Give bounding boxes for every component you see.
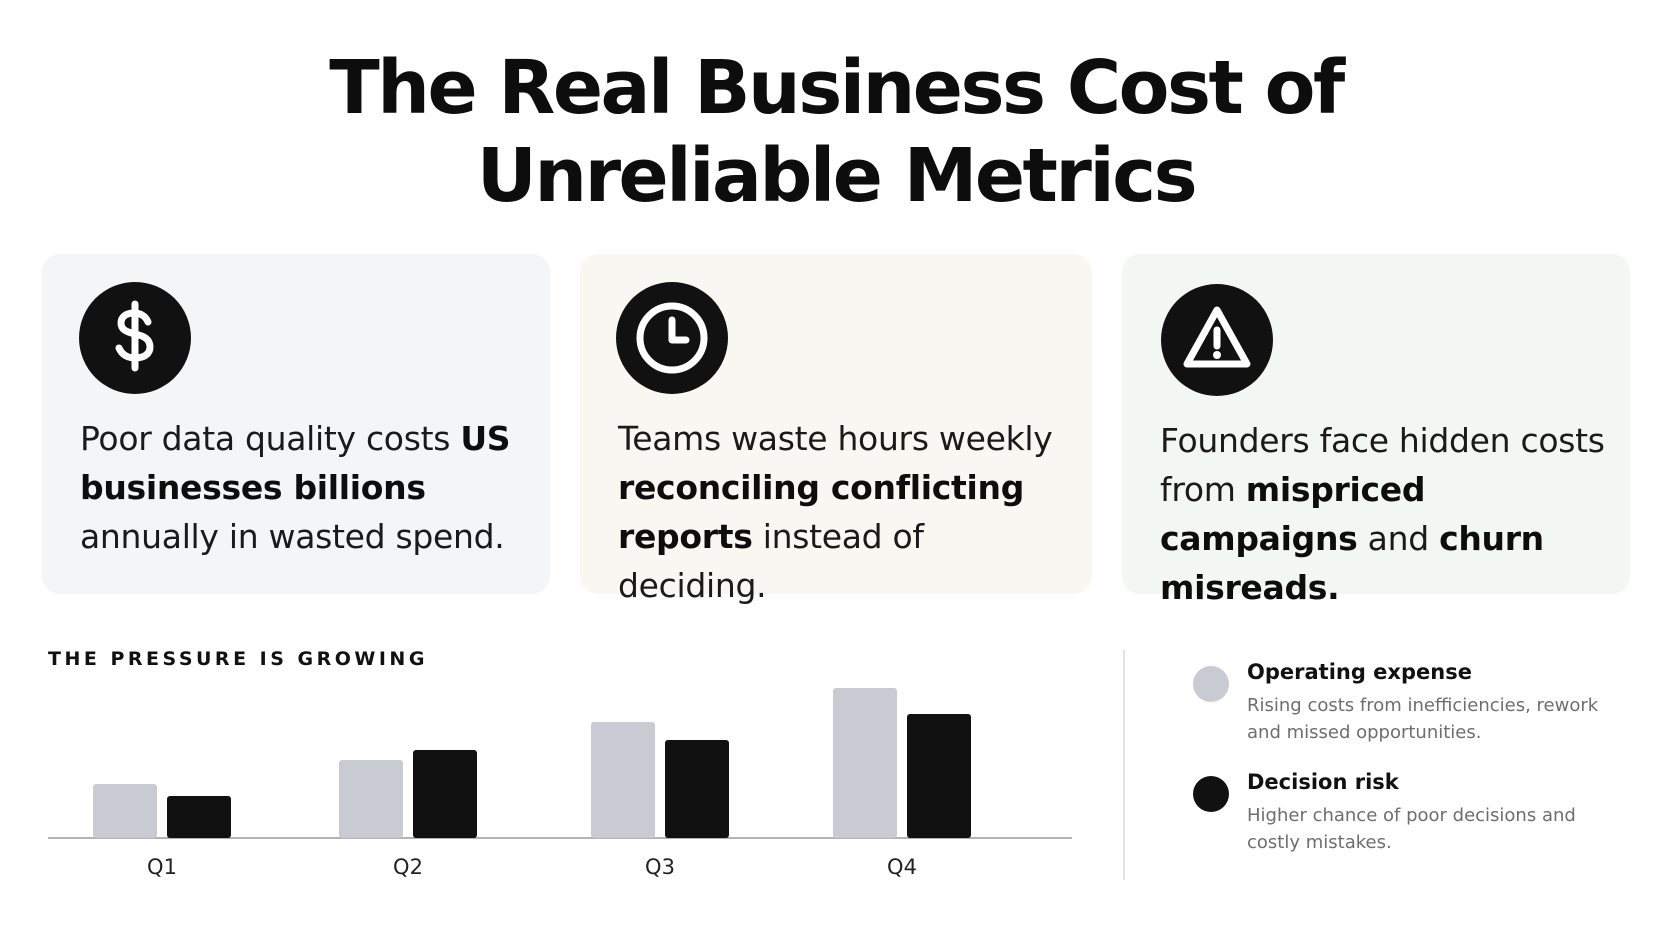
title-line-1: The Real Business Cost of	[329, 45, 1345, 131]
bar-q1-operating-expense	[93, 784, 157, 838]
warning-icon	[1161, 284, 1273, 396]
bar-q3-decision-risk	[665, 740, 729, 838]
bar-q1-decision-risk	[167, 796, 231, 838]
bar-chart: Q1 Q2 Q3 Q4	[48, 688, 1072, 879]
x-tick-label: Q2	[393, 855, 423, 879]
legend-name: Operating expense	[1247, 660, 1472, 684]
card-risk-text: Founders face hidden costs from misprice…	[1160, 421, 1605, 607]
dollar-icon	[79, 282, 191, 394]
legend-swatch-decision-risk	[1193, 776, 1229, 812]
legend-divider	[1123, 650, 1125, 880]
card-cost-text: Poor data quality costs US businesses bi…	[80, 419, 511, 556]
legend-description: Rising costs from inefficiencies, rework…	[1247, 695, 1599, 743]
legend-description: Higher chance of poor decisions and cost…	[1247, 805, 1576, 853]
card-time-text: Teams waste hours weekly reconciling con…	[618, 419, 1053, 605]
bar-q4-decision-risk	[907, 714, 971, 838]
stat-card-risk: Founders face hidden costs from misprice…	[1122, 254, 1630, 607]
stat-card-cost: Poor data quality costs US businesses bi…	[42, 254, 550, 594]
legend-name: Decision risk	[1247, 770, 1399, 794]
x-tick-label: Q3	[645, 855, 675, 879]
x-tick-label: Q4	[887, 855, 917, 879]
stat-card-time: Teams waste hours weekly reconciling con…	[580, 254, 1092, 605]
bar-q3-operating-expense	[591, 722, 655, 838]
section-label: THE PRESSURE IS GROWING	[48, 648, 428, 670]
title-line-2: Unreliable Metrics	[476, 133, 1198, 219]
bar-q2-operating-expense	[339, 760, 403, 838]
legend-swatch-operating-expense	[1193, 666, 1229, 702]
bar-q4-operating-expense	[833, 688, 897, 838]
clock-icon	[616, 282, 728, 394]
bar-q2-decision-risk	[413, 750, 477, 838]
x-tick-label: Q1	[147, 855, 177, 879]
page-title: The Real Business Cost of Unreliable Met…	[0, 44, 1672, 220]
